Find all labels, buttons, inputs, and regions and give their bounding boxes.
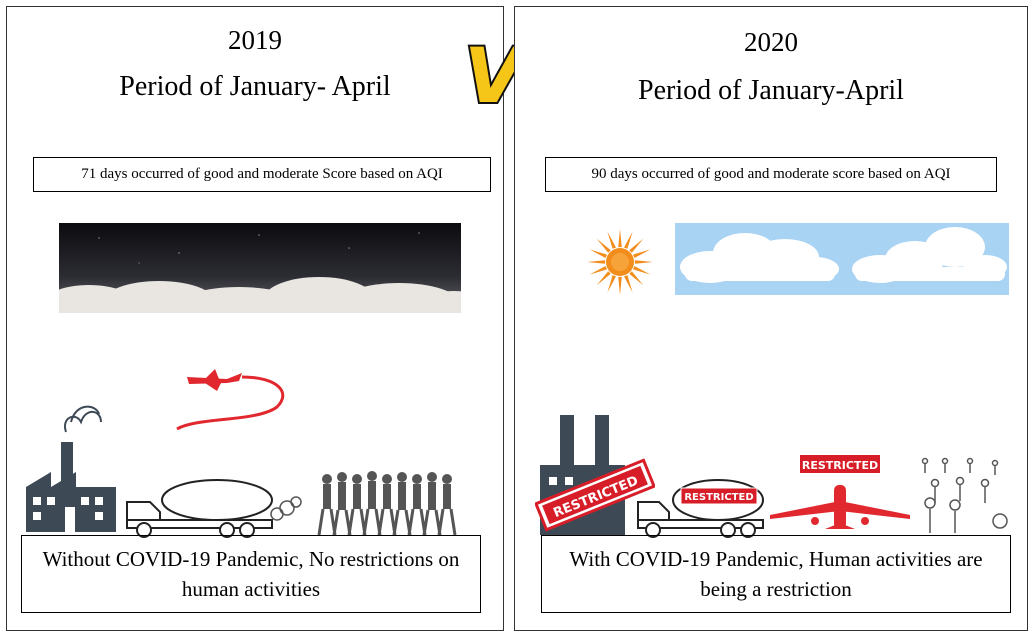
- sun-ray: [589, 249, 607, 258]
- left-panel-2019: 2019 Period of January- April 71 days oc…: [6, 6, 504, 631]
- period-label-2020: Period of January-April: [638, 75, 904, 106]
- sun-ray: [633, 249, 651, 258]
- sun-ray: [629, 238, 644, 253]
- sun-ray: [624, 231, 633, 249]
- sun-ray: [596, 238, 611, 253]
- sun-ray: [624, 275, 633, 293]
- restricted-truck-icon: RESTRICTED: [637, 479, 764, 538]
- sun-ray: [634, 260, 653, 264]
- restricted-airplane-icon: RESTRICTED: [770, 455, 910, 529]
- crowd-walking-icon: [317, 471, 457, 536]
- restricted-factory-icon: RESTRICTED: [535, 415, 655, 535]
- restricted-stamp-label: RESTRICTED: [802, 459, 878, 472]
- airplane-icon: [176, 369, 285, 431]
- dispersed-people-icon: [921, 457, 1008, 533]
- right-panel-2020: 2020 Period of January-April 90 days occ…: [514, 6, 1028, 631]
- sun-ray: [618, 229, 622, 248]
- sun-ray: [607, 231, 616, 249]
- sun-ray: [618, 276, 622, 295]
- aqi-note-2019: 71 days occurred of good and moderate Sc…: [33, 157, 491, 192]
- caption-2020: With COVID-19 Pandemic, Human activities…: [541, 535, 1011, 613]
- period-label-2019: Period of January- April: [119, 71, 391, 102]
- sun-icon: [587, 229, 653, 295]
- sun-ray: [607, 275, 616, 293]
- year-label-2019: 2019: [228, 25, 282, 55]
- polluted-sky-image: [59, 223, 461, 313]
- factory-icon: [26, 405, 116, 532]
- sun-ray: [596, 271, 611, 286]
- tanker-truck-icon: [126, 479, 302, 538]
- aqi-note-2020: 90 days occurred of good and moderate sc…: [545, 157, 997, 192]
- sun-ray: [587, 260, 606, 264]
- sun-ray: [589, 266, 607, 275]
- sun-ray: [629, 271, 644, 286]
- sun-ray: [633, 266, 651, 275]
- restricted-stamp-label: RESTRICTED: [684, 492, 753, 503]
- caption-2019: Without COVID-19 Pandemic, No restrictio…: [21, 535, 481, 613]
- year-label-2020: 2020: [744, 27, 798, 57]
- clear-sky-image: [675, 223, 1009, 295]
